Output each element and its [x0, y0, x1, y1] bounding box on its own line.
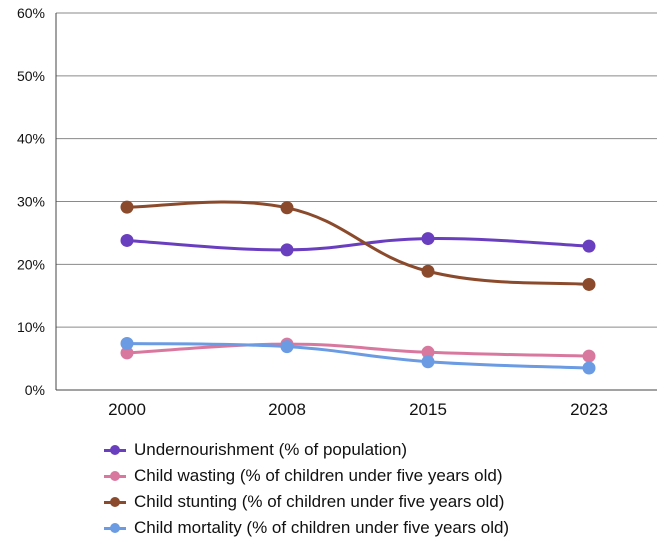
- legend-label: Child mortality (% of children under fiv…: [134, 518, 510, 537]
- series-4: [120, 337, 596, 375]
- legend-label: Child stunting (% of children under five…: [134, 492, 505, 511]
- series-lines: [120, 200, 596, 375]
- data-point: [421, 264, 435, 278]
- data-point: [120, 200, 134, 214]
- legend-swatch: [104, 443, 126, 457]
- series-line: [125, 237, 591, 252]
- x-axis-ticks: 2000 2008 2015 2023: [108, 400, 608, 419]
- series-line: [125, 200, 591, 286]
- legend-label: Child wasting (% of children under five …: [134, 466, 503, 485]
- data-point: [280, 201, 294, 215]
- y-tick-label: 0%: [25, 382, 45, 398]
- data-point: [421, 345, 435, 359]
- x-tick-label: 2008: [268, 400, 306, 419]
- x-tick-label: 2023: [570, 400, 608, 419]
- y-tick-label: 30%: [17, 194, 45, 210]
- series-line: [125, 342, 591, 358]
- data-point: [280, 340, 294, 354]
- data-point: [421, 232, 435, 246]
- y-axis-ticks: 0% 10% 20% 30% 40% 50% 60%: [17, 5, 45, 398]
- legend-label: Undernourishment (% of population): [134, 440, 408, 459]
- data-point: [120, 233, 134, 247]
- series-1: [120, 232, 596, 257]
- legend-item: Child mortality (% of children under fiv…: [104, 515, 509, 541]
- legend-item: Undernourishment (% of population): [104, 437, 509, 463]
- data-point: [120, 337, 134, 351]
- series-line: [125, 342, 591, 370]
- data-point: [421, 355, 435, 369]
- y-tick-label: 50%: [17, 68, 45, 84]
- y-tick-label: 10%: [17, 319, 45, 335]
- x-tick-label: 2000: [108, 400, 146, 419]
- legend-swatch: [104, 495, 126, 509]
- data-point: [582, 239, 596, 253]
- data-point: [582, 277, 596, 291]
- y-tick-label: 40%: [17, 131, 45, 147]
- data-point: [120, 346, 134, 360]
- legend-item: Child stunting (% of children under five…: [104, 489, 509, 515]
- legend-item: Child wasting (% of children under five …: [104, 463, 509, 489]
- data-point: [280, 243, 294, 257]
- line-chart: 0% 10% 20% 30% 40% 50% 60% 2000 2008 2015 2023: [17, 5, 657, 419]
- data-point: [582, 361, 596, 375]
- y-tick-label: 20%: [17, 256, 45, 272]
- x-tick-label: 2015: [409, 400, 447, 419]
- legend: Undernourishment (% of population) Child …: [104, 437, 509, 541]
- legend-swatch: [104, 469, 126, 483]
- y-tick-label: 60%: [17, 5, 45, 21]
- data-point: [582, 349, 596, 363]
- legend-swatch: [104, 521, 126, 535]
- gridlines: [55, 12, 657, 391]
- series-3: [120, 200, 596, 291]
- series-2: [120, 337, 596, 363]
